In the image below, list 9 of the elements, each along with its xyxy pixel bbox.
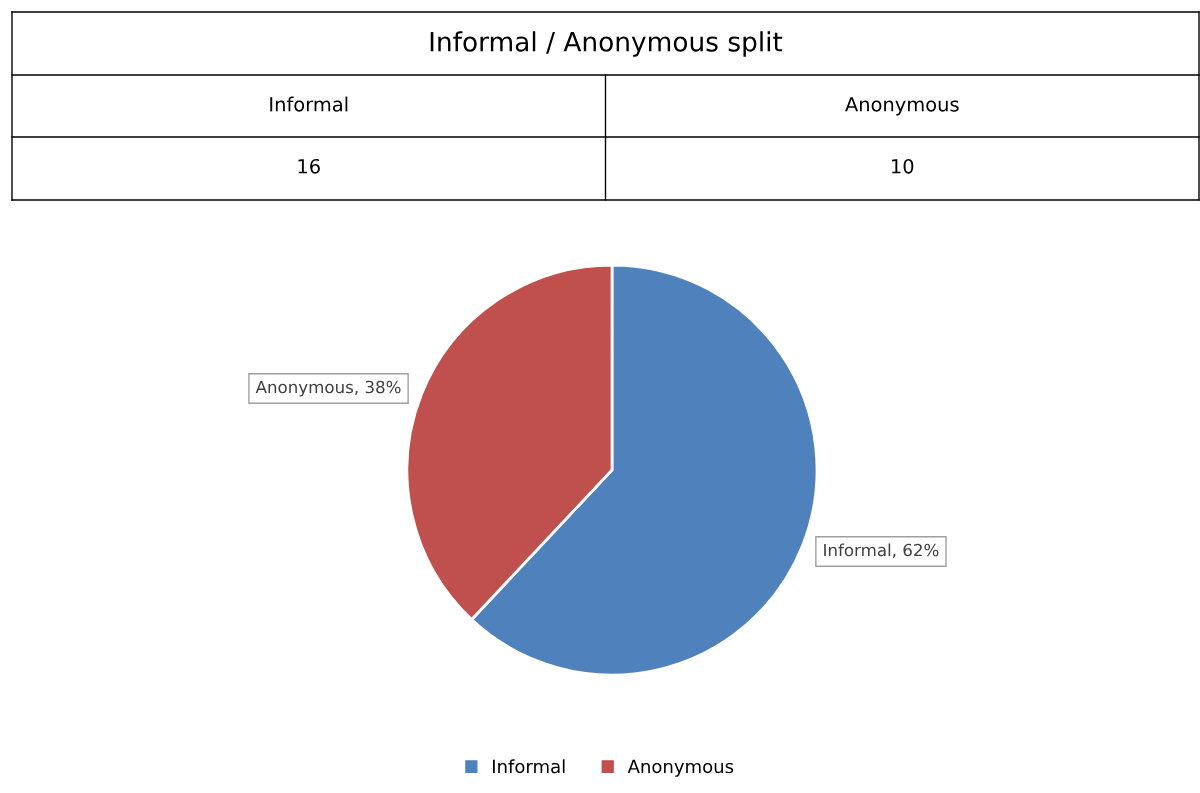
- chart-title: Informal / Anonymous split: [430, 31, 783, 57]
- category-label: Anonymous: [845, 97, 959, 116]
- text: 10: [892, 158, 914, 174]
- text: 16: [298, 158, 320, 174]
- data-label: Anonymous, 38%: [255, 380, 401, 397]
- legend-label: Anonymous: [627, 759, 734, 777]
- data-label: Informal, 62%: [824, 543, 939, 559]
- legend-label: Informal: [493, 759, 565, 774]
- category-label: Informal: [270, 96, 348, 112]
